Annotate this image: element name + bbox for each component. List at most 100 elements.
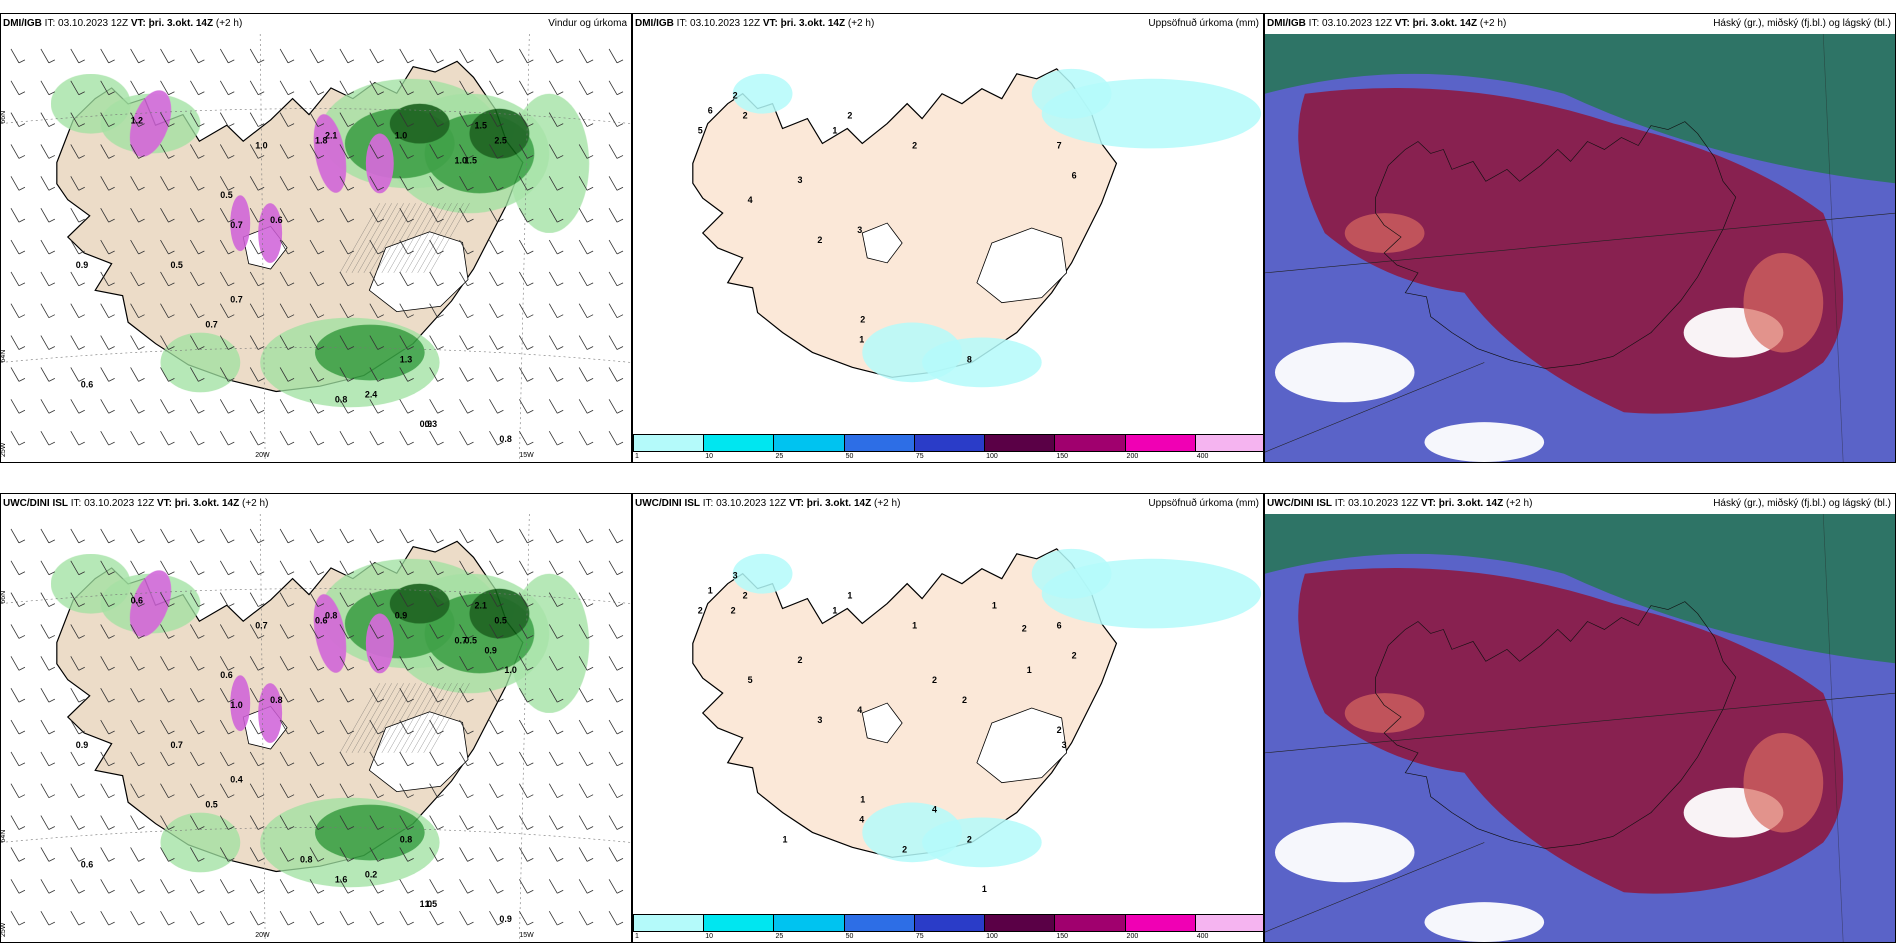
panel-header: DMI/IGB IT: 03.10.2023 12Z VT: þri. 3.ok…	[1, 14, 631, 34]
value-label: 0.9	[499, 914, 511, 924]
value-label: 1.0	[230, 700, 242, 710]
panel-wind-top: DMI/IGB IT: 03.10.2023 12Z VT: þri. 3.ok…	[0, 13, 632, 463]
axis-label: 64N	[1, 350, 7, 363]
value-label: 0.3	[425, 419, 437, 429]
wind-map: 66N 64N 25W 20W 15W 1.2 1.0 2.5 1.0 1.5 0.5 0.6 0.7 0…	[1, 34, 631, 462]
axis-label: 15W	[519, 452, 534, 459]
panel-title: Háský (gr.), miðský (fj.bl.) og lágský (…	[1713, 498, 1891, 509]
value-label: 2	[932, 675, 937, 685]
value-label: 3	[857, 225, 862, 235]
panel-accum-bottom: UWC/DINI ISL IT: 03.10.2023 12Z VT: þri.…	[632, 493, 1264, 943]
colorbar-swatch	[843, 914, 915, 932]
value-label: 1	[860, 795, 865, 805]
panel-title: Uppsöfnuð úrkoma (mm)	[1148, 18, 1259, 29]
precip-overlay	[732, 68, 1262, 388]
value-label: 6	[1072, 170, 1077, 180]
colorbar-swatch	[1124, 434, 1196, 452]
panel-header: UWC/DINI ISL IT: 03.10.2023 12Z VT: þri.…	[1, 494, 631, 514]
value-label: 0.6	[131, 596, 143, 606]
model-name: DMI/IGB	[1267, 18, 1306, 29]
value-label: 0.8	[300, 854, 312, 864]
value-label: 1.0	[420, 899, 432, 909]
value-label: 0.7	[170, 740, 182, 750]
value-label: 0.8	[335, 394, 347, 404]
axis-label: 64N	[1, 830, 7, 843]
value-label: 0.7	[230, 220, 242, 230]
colorbar-swatch	[703, 434, 775, 452]
axis-label: 25W	[1, 922, 7, 937]
value-label: 0.6	[220, 670, 232, 680]
value-label: 2	[1072, 650, 1077, 660]
colorbar-swatch	[773, 434, 845, 452]
model-name: DMI/IGB	[635, 18, 674, 29]
colorbar-swatch	[984, 434, 1056, 452]
precip-overlay	[50, 553, 590, 888]
colorbar-tick: 400	[1196, 453, 1209, 460]
value-label: 2	[743, 111, 748, 121]
axis-label: 20W	[255, 452, 270, 459]
value-labels: 0.60.7 0.50.90.50.60.81.00.70.90.40.50.60…	[76, 596, 517, 925]
value-label: 2	[902, 844, 907, 854]
panel-wind-bottom: UWC/DINI ISL IT: 03.10.2023 12Z VT: þri.…	[0, 493, 632, 943]
colorbar-swatch	[1054, 434, 1126, 452]
cloud-map	[1265, 514, 1895, 942]
colorbar-tick: 50	[845, 933, 854, 940]
precip-overlay	[50, 73, 590, 408]
value-label: 3	[733, 571, 738, 581]
coastline	[1375, 121, 1737, 369]
value-label: 0.5	[205, 800, 217, 810]
axis-label: 66N	[1, 111, 7, 124]
value-labels: 1.21.0 2.51.01.50.50.60.70.50.90.70.70.61…	[76, 116, 512, 445]
value-label: 2.4	[365, 389, 377, 399]
colorbar-tick: 25	[775, 453, 784, 460]
colorbar-tick: 1	[635, 933, 639, 940]
value-label: 2	[1022, 623, 1027, 633]
value-label: 4	[857, 705, 862, 715]
value-label: 0.9	[420, 419, 432, 429]
value-label: 0.5	[170, 260, 182, 270]
value-label: 3	[797, 175, 802, 185]
axis-label: 20W	[255, 932, 270, 939]
value-label: 3	[817, 715, 822, 725]
value-label: 2	[860, 315, 865, 325]
value-label: 6	[1057, 620, 1062, 630]
colorbar-swatch	[1194, 914, 1263, 932]
value-label: 1	[847, 591, 852, 601]
value-label: 1	[982, 884, 987, 894]
colorbar-swatch	[843, 434, 915, 452]
model-name: DMI/IGB	[3, 18, 42, 29]
colorbar-tick: 10	[705, 933, 714, 940]
axis-label: 25W	[1, 442, 7, 457]
value-label: 1.2	[131, 116, 143, 126]
value-label: 0.6	[81, 379, 93, 389]
value-label: 0.7	[205, 320, 217, 330]
colorbar-swatch	[984, 914, 1056, 932]
precip-overlay	[732, 548, 1262, 868]
colorbar-tick: 100	[986, 933, 998, 940]
colorbar-tick: 200	[1126, 453, 1139, 460]
colorbar-tick: 200	[1126, 933, 1139, 940]
value-label: 0.9	[76, 260, 88, 270]
value-label: 2	[962, 695, 967, 705]
colorbar: 1 10 25 50 75 100 150 200 400	[633, 434, 1263, 462]
value-label: 0.5	[220, 190, 232, 200]
colorbar-tick: 400	[1196, 933, 1209, 940]
value-label: 0.5	[465, 635, 477, 645]
value-label: 0.7	[230, 295, 242, 305]
colorbar-swatch	[1054, 914, 1126, 932]
colorbar-swatch	[913, 914, 986, 932]
colorbar: 1 10 25 50 75 100 150 200 400	[633, 914, 1263, 942]
value-label: 1	[1027, 665, 1032, 675]
value-label: 4	[748, 195, 753, 205]
axis-label: 66N	[1, 591, 7, 604]
value-label: 0.2	[365, 869, 377, 879]
value-label: 2	[1057, 725, 1062, 735]
colorbar-tick: 25	[775, 933, 784, 940]
high-cloud-layer	[1265, 34, 1895, 184]
model-name: UWC/DINI ISL	[635, 498, 700, 509]
value-label: 1.0	[255, 140, 267, 150]
panel-title: Vindur og úrkoma	[548, 18, 627, 29]
value-label: 1.3	[400, 354, 412, 364]
colorbar-tick: 100	[986, 453, 998, 460]
